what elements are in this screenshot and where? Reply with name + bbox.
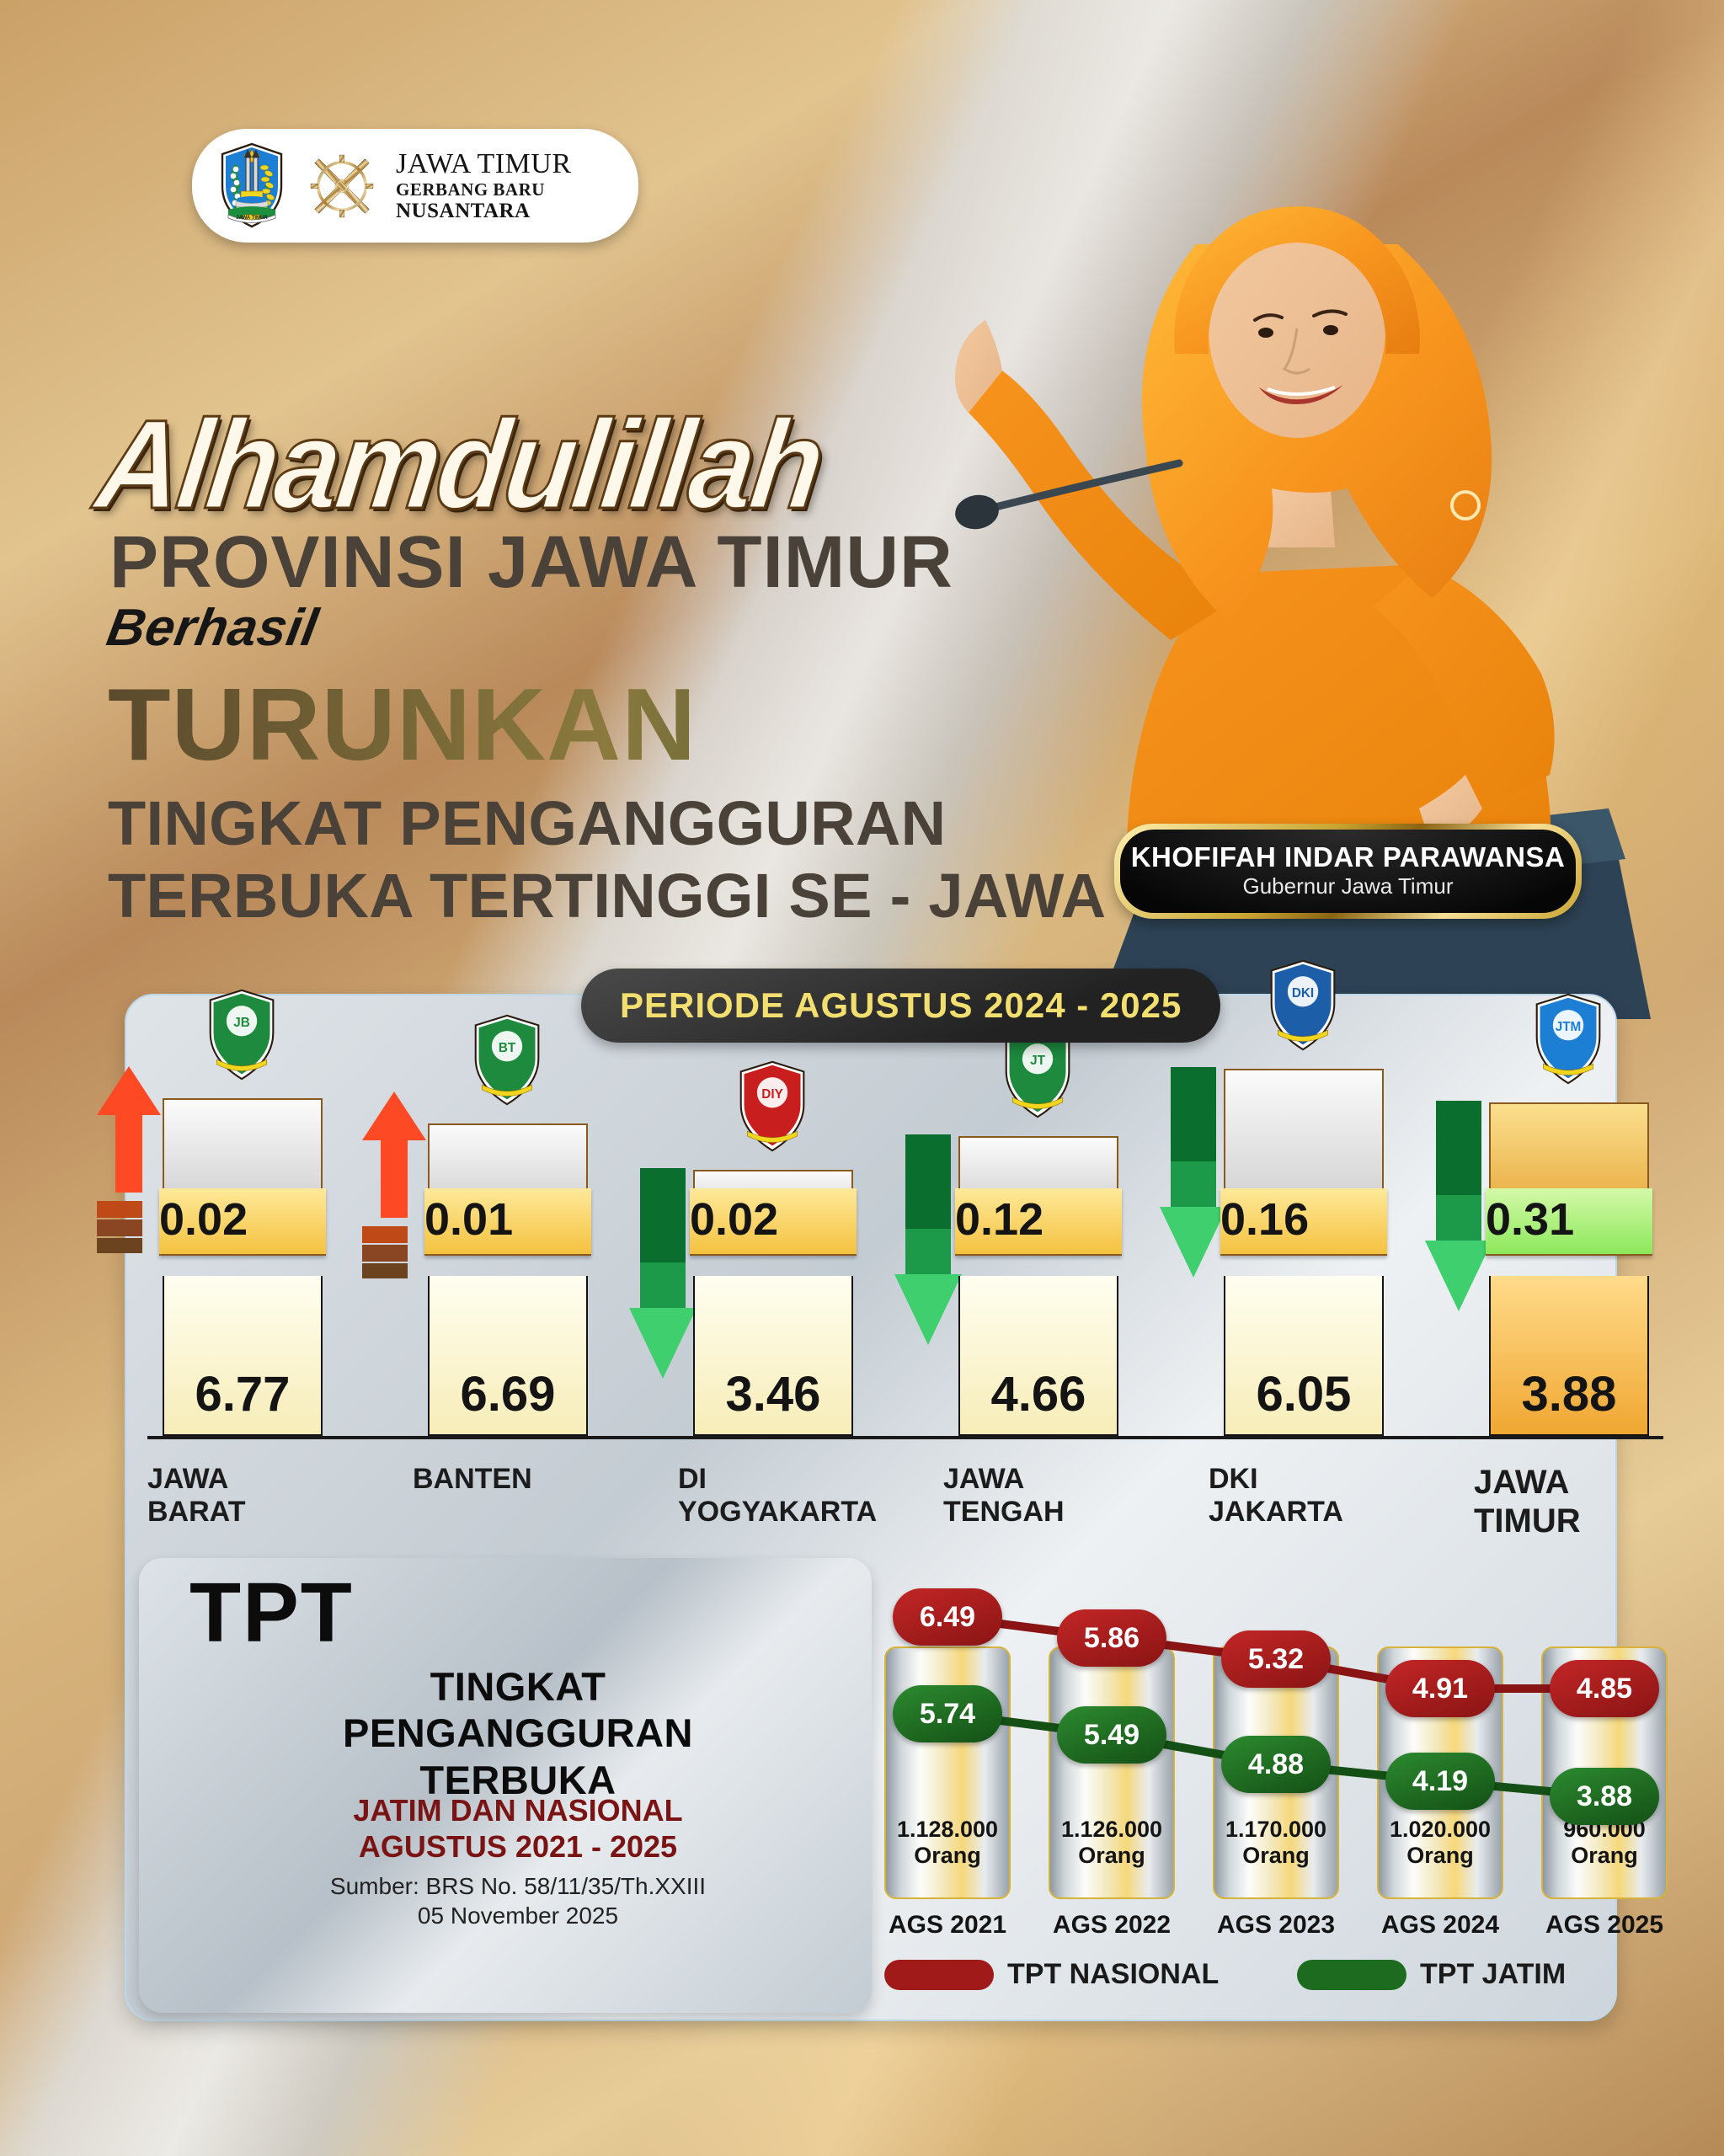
svg-text:DKI: DKI <box>1292 986 1314 1001</box>
svg-text:JTM: JTM <box>1556 1020 1582 1034</box>
svg-text:JT: JT <box>1030 1054 1046 1068</box>
svg-text:BT: BT <box>499 1041 516 1055</box>
svg-text:JAWA TIMUR: JAWA TIMUR <box>236 216 268 221</box>
svg-text:DIY: DIY <box>761 1087 783 1102</box>
svg-text:JB: JB <box>233 1016 250 1030</box>
